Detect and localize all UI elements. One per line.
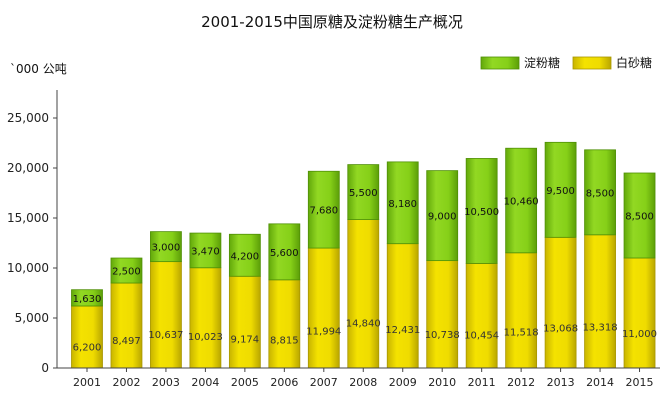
bar-dianfentang — [347, 164, 380, 221]
y-tick-label: 15,000 — [7, 211, 49, 225]
bar-baishatang — [347, 219, 380, 369]
bar-baishatang — [71, 305, 103, 369]
bar-dianfentang — [189, 232, 222, 269]
data-label-dianfentang: 10,500 — [464, 207, 499, 218]
x-tick-label: 2013 — [547, 376, 575, 389]
data-label-baishatang: 14,840 — [346, 318, 381, 329]
bar-baishatang — [584, 234, 616, 369]
data-label-dianfentang: 5,500 — [349, 188, 378, 199]
bar-dianfentang — [110, 257, 143, 284]
data-label-dianfentang: 9,500 — [546, 186, 575, 197]
legend-label: 白砂糖 — [616, 55, 652, 70]
data-label-baishatang: 8,815 — [270, 335, 299, 346]
data-label-dianfentang: 4,200 — [231, 251, 260, 262]
bar-baishatang — [505, 252, 538, 369]
data-label-dianfentang: 5,600 — [270, 248, 299, 259]
data-label-baishatang: 10,738 — [425, 330, 460, 341]
data-label-baishatang: 11,000 — [622, 329, 657, 340]
x-axis: 2001 2002 2003 2004 2005 2006 2007 2008 2009 2010… — [57, 367, 660, 389]
legend-swatch — [480, 56, 520, 70]
x-tick-label: 2003 — [152, 376, 180, 389]
bar-dianfentang — [505, 147, 538, 254]
data-label-baishatang: 13,318 — [583, 323, 618, 334]
data-label-baishatang: 11,994 — [306, 326, 341, 337]
bar-baishatang — [465, 263, 498, 369]
bar-dianfentang — [426, 170, 459, 262]
data-label-baishatang: 10,023 — [188, 332, 223, 343]
data-label-dianfentang: 7,680 — [309, 206, 338, 217]
bar-baishatang — [268, 279, 301, 369]
x-tick-label: 2005 — [231, 376, 259, 389]
y-axis: 0 5,000 10,000 15,000 20,000 25,000 — [7, 90, 58, 375]
data-label-baishatang: 11,518 — [504, 328, 539, 339]
bar-baishatang — [189, 267, 222, 369]
bar-baishatang — [228, 275, 261, 369]
legend-swatch — [572, 56, 612, 70]
data-label-dianfentang: 8,180 — [388, 199, 417, 210]
x-tick-label: 2009 — [389, 376, 417, 389]
x-tick-label: 2014 — [586, 376, 614, 389]
data-label-dianfentang: 3,000 — [152, 243, 181, 254]
y-tick-label: 5,000 — [15, 311, 49, 325]
data-label-baishatang: 9,174 — [231, 334, 260, 345]
y-tick-label: 25,000 — [7, 111, 49, 125]
bar-baishatang — [386, 243, 419, 369]
x-tick-label: 2007 — [310, 376, 338, 389]
data-label-baishatang: 8,497 — [112, 336, 141, 347]
x-tick-label: 2004 — [191, 376, 219, 389]
data-label-baishatang: 6,200 — [73, 343, 102, 354]
bar-dianfentang — [623, 172, 656, 259]
data-label-baishatang: 13,068 — [543, 323, 578, 334]
bar-dianfentang — [465, 158, 498, 264]
data-label-dianfentang: 8,500 — [625, 212, 654, 223]
x-tick-label: 2002 — [112, 376, 140, 389]
data-label-dianfentang: 8,500 — [586, 188, 615, 199]
x-tick-label: 2001 — [73, 376, 101, 389]
x-tick-label: 2008 — [349, 376, 377, 389]
data-label-dianfentang: 1,630 — [73, 294, 102, 305]
bar-dianfentang — [584, 149, 616, 236]
bar-dianfentang — [268, 223, 301, 281]
bar-dianfentang — [307, 170, 340, 249]
x-tick-label: 2011 — [468, 376, 496, 389]
bar-dianfentang — [150, 231, 182, 263]
bar-baishatang — [426, 260, 459, 369]
data-label-dianfentang: 10,460 — [504, 197, 539, 208]
bar-baishatang — [623, 257, 656, 369]
bar-dianfentang — [71, 289, 103, 307]
y-tick-label: 20,000 — [7, 161, 49, 175]
legend: 淀粉糖 白砂糖 — [480, 55, 652, 70]
legend-label: 淀粉糖 — [524, 55, 560, 70]
y-tick-label: 0 — [41, 361, 49, 375]
bar-dianfentang — [228, 233, 261, 277]
bar-dianfentang — [386, 161, 419, 245]
data-label-dianfentang: 2,500 — [112, 267, 141, 278]
bars: 6,200 1,630 8,497 2,500 10,637 3,000 10,023 3,4… — [71, 141, 657, 369]
x-tick-label: 2010 — [428, 376, 456, 389]
bar-baishatang — [110, 282, 143, 369]
bar-baishatang — [544, 236, 577, 369]
x-tick-label: 2006 — [270, 376, 298, 389]
data-label-baishatang: 10,637 — [148, 330, 183, 341]
data-label-baishatang: 12,431 — [385, 325, 420, 336]
data-label-dianfentang: 3,470 — [191, 246, 220, 257]
bar-baishatang — [150, 261, 182, 369]
data-label-baishatang: 10,454 — [464, 331, 499, 342]
bar-baishatang — [307, 247, 340, 369]
x-tick-label: 2015 — [626, 376, 654, 389]
data-label-dianfentang: 9,000 — [428, 212, 457, 223]
y-axis-unit: `000 公吨 — [10, 62, 67, 76]
bar-dianfentang — [544, 141, 577, 238]
y-tick-label: 10,000 — [7, 261, 49, 275]
chart-title: 2001-2015中国原糖及淀粉糖生产概况 — [201, 13, 463, 31]
x-tick-label: 2012 — [507, 376, 535, 389]
